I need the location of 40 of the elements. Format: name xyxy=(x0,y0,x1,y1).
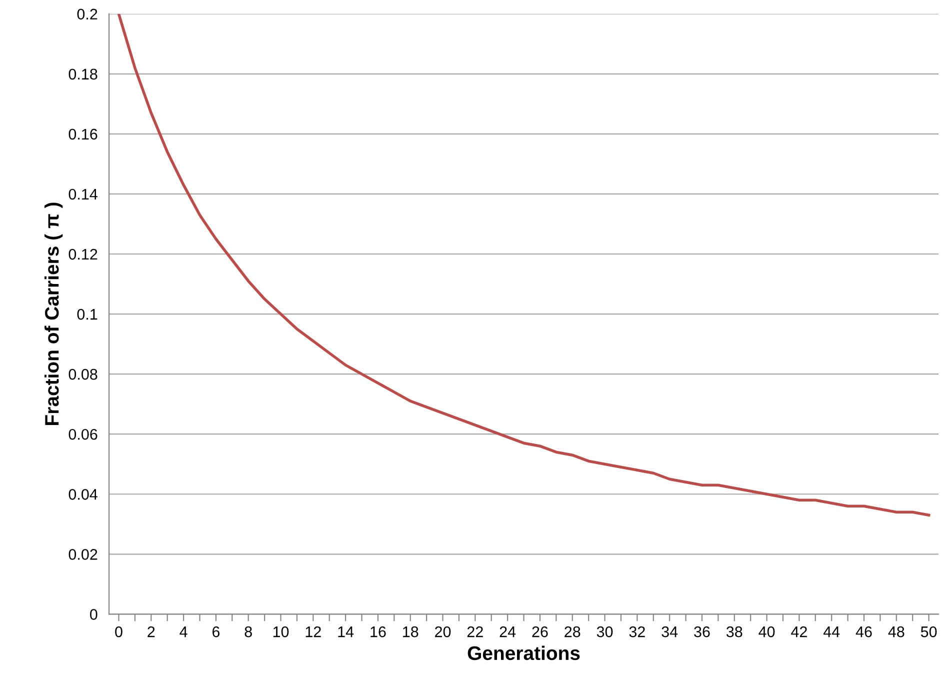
y-tick-label: 0.04 xyxy=(68,488,98,500)
x-tick-label: 20 xyxy=(435,626,451,638)
x-tick-label: 30 xyxy=(596,626,613,638)
x-tick-label: 26 xyxy=(532,626,548,638)
y-tick-label: 0.12 xyxy=(68,248,98,260)
x-tick-label: 38 xyxy=(726,626,742,638)
x-tick-label: 32 xyxy=(629,626,645,638)
y-tick-label: 0 xyxy=(90,609,98,620)
x-tick-label: 16 xyxy=(370,626,386,638)
x-tick-label: 28 xyxy=(564,626,580,638)
x-axis-title: Generations xyxy=(468,646,580,660)
line-series xyxy=(117,14,930,517)
y-tick-label: 0.08 xyxy=(68,368,98,380)
x-tick-label: 24 xyxy=(500,626,516,638)
x-tick-label: 4 xyxy=(180,626,188,638)
x-tick-label: 2 xyxy=(148,626,155,638)
y-tick-label: 0.1 xyxy=(77,308,98,320)
x-tick-label: 50 xyxy=(920,626,937,638)
y-tick-label: 0.02 xyxy=(68,549,98,560)
y-tick-label: 0.16 xyxy=(68,128,98,140)
y-tick-label: 0.06 xyxy=(68,428,98,440)
x-tick-label: 36 xyxy=(694,626,710,638)
x-tick-label: 22 xyxy=(467,626,483,638)
x-tick-label: 42 xyxy=(791,626,807,638)
x-tick-label: 10 xyxy=(273,626,289,638)
x-tick-label: 48 xyxy=(888,626,904,638)
x-tick-label: 34 xyxy=(662,626,678,638)
x-tick-label: 12 xyxy=(306,626,321,638)
x-tick-label: 0 xyxy=(115,626,122,638)
x-tick-label: 8 xyxy=(244,626,252,638)
x-tick-label: 46 xyxy=(856,626,872,638)
y-axis-title: Fraction of Carriers ( π ) xyxy=(44,202,63,425)
x-tick-label: 6 xyxy=(212,626,220,638)
x-tick-label: 14 xyxy=(338,626,354,638)
y-tick-label: 0.2 xyxy=(77,8,98,20)
x-tick-label: 44 xyxy=(823,626,840,638)
y-tick-label: 0.18 xyxy=(68,68,98,80)
x-tick-label: 40 xyxy=(758,626,775,638)
y-tick-label: 0.14 xyxy=(68,188,98,200)
x-tick-label: 18 xyxy=(403,626,418,638)
